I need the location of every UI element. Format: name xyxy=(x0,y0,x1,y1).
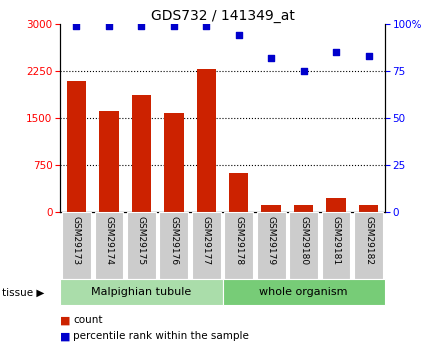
Text: Malpighian tubule: Malpighian tubule xyxy=(91,287,191,297)
Point xyxy=(73,23,80,29)
Text: GDS732 / 141349_at: GDS732 / 141349_at xyxy=(150,9,295,23)
Text: GSM29179: GSM29179 xyxy=(267,216,276,265)
Bar xyxy=(354,212,383,279)
Bar xyxy=(224,212,253,279)
Text: ■: ■ xyxy=(60,315,71,325)
Bar xyxy=(164,112,183,212)
Text: ■: ■ xyxy=(60,332,71,341)
Point xyxy=(235,33,243,38)
Text: whole organism: whole organism xyxy=(259,287,348,297)
Text: GSM29182: GSM29182 xyxy=(364,216,373,265)
Point xyxy=(203,23,210,29)
Point xyxy=(268,55,275,61)
Bar xyxy=(99,111,118,212)
Point xyxy=(365,53,372,59)
Text: GSM29180: GSM29180 xyxy=(299,216,308,265)
Bar xyxy=(222,279,385,305)
Text: percentile rank within the sample: percentile rank within the sample xyxy=(73,332,249,341)
Point xyxy=(138,23,145,29)
Point xyxy=(300,68,307,74)
Bar xyxy=(159,212,188,279)
Text: GSM29175: GSM29175 xyxy=(137,216,146,265)
Bar xyxy=(132,95,151,212)
Point xyxy=(333,50,340,55)
Bar xyxy=(94,212,123,279)
Text: GSM29176: GSM29176 xyxy=(169,216,178,265)
Text: GSM29174: GSM29174 xyxy=(104,216,113,265)
Bar xyxy=(359,205,378,212)
Bar xyxy=(257,212,286,279)
Bar xyxy=(127,212,156,279)
Bar xyxy=(322,212,351,279)
Text: GSM29178: GSM29178 xyxy=(234,216,243,265)
Bar xyxy=(289,212,318,279)
Bar xyxy=(294,205,313,212)
Text: GSM29173: GSM29173 xyxy=(72,216,81,265)
Point xyxy=(170,23,178,29)
Bar xyxy=(197,69,216,212)
Bar xyxy=(62,212,91,279)
Bar xyxy=(60,279,222,305)
Bar xyxy=(192,212,221,279)
Bar xyxy=(327,198,346,212)
Point xyxy=(105,23,113,29)
Text: GSM29181: GSM29181 xyxy=(332,216,341,265)
Text: GSM29177: GSM29177 xyxy=(202,216,211,265)
Text: tissue ▶: tissue ▶ xyxy=(2,287,44,297)
Text: count: count xyxy=(73,315,103,325)
Bar xyxy=(262,205,281,212)
Bar xyxy=(229,173,248,212)
Bar xyxy=(67,80,86,212)
